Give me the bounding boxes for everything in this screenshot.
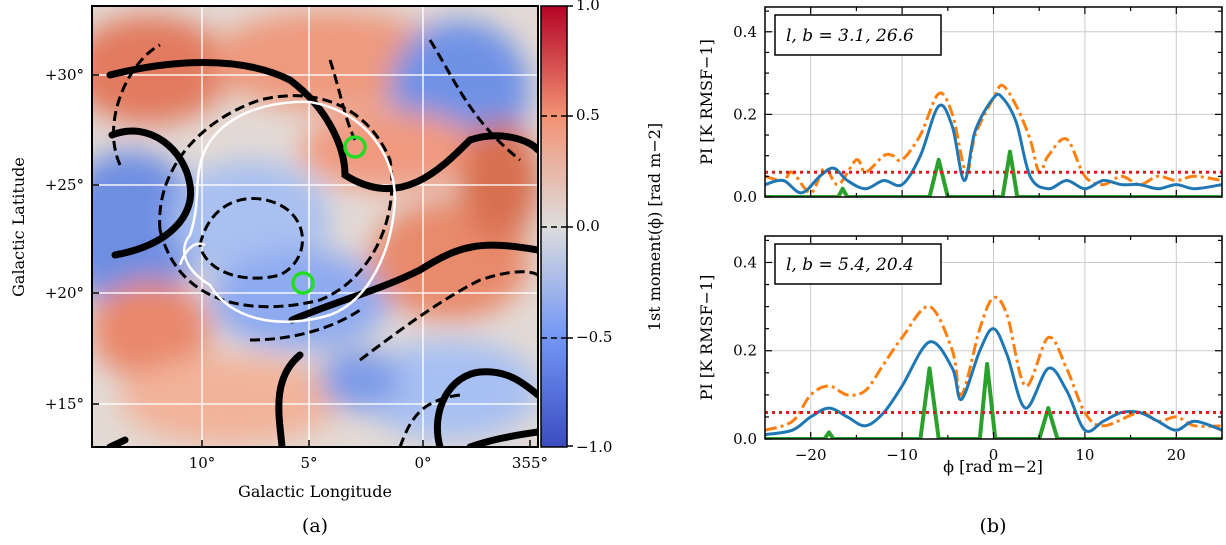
- spectrum-legend: l, b = 5.4, 20.4: [774, 243, 942, 285]
- map-y-tick-labels: +30° +25° +20° +15°: [45, 66, 84, 413]
- spectrum-y-tick-label: 0.0: [733, 188, 757, 206]
- spectrum-top-panel: 0.0 0.2 0.4 PI [K RMSF−1] l, b = 3.1, 26.6: [697, 6, 1223, 206]
- spectrum-y-tick-label: 0.2: [733, 105, 757, 123]
- colorbar: 1.0 0.5 0.0 −0.5 −1.0 1st moment(ϕ) [rad m−2…: [540, 0, 664, 456]
- map-y-tick-label: +15°: [45, 395, 84, 413]
- caption-a: (a): [302, 515, 328, 537]
- colorbar-tick-label: −1.0: [576, 438, 612, 456]
- spectrum-x-tick-label: 0: [989, 446, 999, 464]
- caption-b: (b): [980, 515, 1007, 537]
- map-y-tick-label: +20°: [45, 284, 84, 302]
- colorbar-label: 1st moment(ϕ) [rad m−2]: [645, 123, 664, 331]
- map-x-tick-label: 355°: [512, 454, 548, 472]
- contour-dashed: [112, 39, 538, 447]
- spectrum-x-tick-label: −10: [886, 446, 918, 464]
- spectrum-x-tick-label: 10: [1075, 446, 1094, 464]
- spectrum-series-line: [765, 92, 1222, 195]
- marker-1: [343, 135, 367, 159]
- map-x-tick-labels: 10° 5° 0° 355°: [189, 454, 548, 472]
- map-y-axis-label: Galactic Latitude: [9, 157, 28, 297]
- spectrum-legend-text: l, b = 3.1, 26.6: [786, 26, 914, 46]
- spectrum-y-tick-label: 0.4: [733, 253, 757, 271]
- spectrum-x-tick-label: −20: [795, 446, 827, 464]
- spectrum-y-axis-label: PI [K RMSF−1]: [697, 39, 716, 165]
- contour-thick: [106, 59, 538, 447]
- colorbar-tick-label: −0.5: [576, 328, 612, 346]
- spectrum-series-line: [765, 149, 1222, 197]
- rm-map: 10° 5° 0° 355° +30° +25° +20° +15° Galactic Lo…: [9, 5, 548, 501]
- map-x-tick-label: 0°: [414, 454, 431, 472]
- map-x-tick-label: 10°: [189, 454, 216, 472]
- map-x-axis-label: Galactic Longitude: [238, 482, 392, 501]
- marker-2: [291, 271, 315, 295]
- spectrum-x-tick-labels: −20 −10 0 10 20: [795, 446, 1186, 464]
- colorbar-tick-label: 0.5: [576, 106, 600, 124]
- contour-white: [178, 100, 397, 323]
- spectrum-legend: l, b = 3.1, 26.6: [774, 14, 942, 56]
- spectrum-legend-text: l, b = 5.4, 20.4: [786, 255, 914, 275]
- spectrum-bottom-panel: 0.0 0.2 0.4 PI [K RMSF−1] l, b = 5.4, 20.4: [697, 235, 1223, 448]
- spectrum-y-tick-label: 0.0: [733, 430, 757, 448]
- spectrum-y-tick-label: 0.2: [733, 342, 757, 360]
- spectrum-y-axis-label: PI [K RMSF−1]: [697, 275, 716, 401]
- map-y-tick-label: +30°: [45, 66, 84, 84]
- colorbar-tick-label: 1.0: [576, 0, 600, 14]
- spectrum-x-axis-label: ϕ [rad m−2]: [943, 457, 1043, 476]
- spectrum-x-tick-label: 20: [1167, 446, 1186, 464]
- map-x-tick-label: 5°: [300, 454, 317, 472]
- spectrum-series-line: [765, 327, 1222, 437]
- map-y-tick-label: +25°: [45, 176, 84, 194]
- spectrum-y-tick-label: 0.4: [733, 23, 757, 41]
- colorbar-tick-labels: 1.0 0.5 0.0 −0.5 −1.0: [576, 0, 612, 456]
- colorbar-tick-label: 0.0: [576, 217, 600, 235]
